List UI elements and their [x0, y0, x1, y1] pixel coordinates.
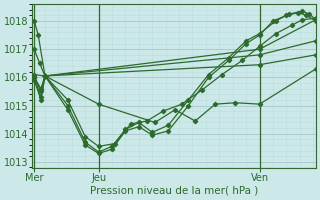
X-axis label: Pression niveau de la mer( hPa ): Pression niveau de la mer( hPa ): [90, 186, 258, 196]
